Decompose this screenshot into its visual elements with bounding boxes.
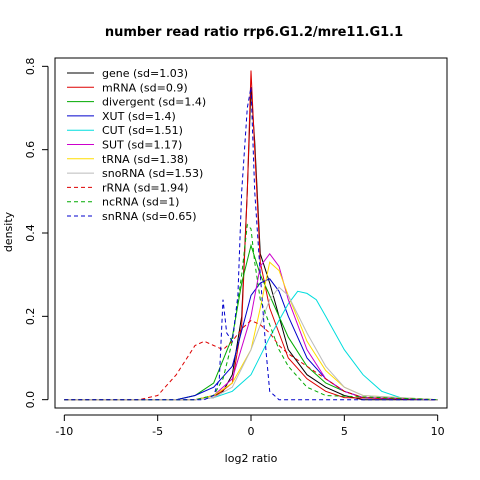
legend-entry: XUT (sd=1.4) [102, 110, 176, 123]
legend-entry: mRNA (sd=0.9) [102, 81, 188, 94]
series-layer [64, 70, 438, 401]
series-line-6 [64, 261, 438, 401]
y-tick-label: 0.8 [24, 58, 37, 76]
series-line-3 [64, 278, 438, 401]
plot-frame [54, 57, 448, 409]
y-tick-label: 0.6 [24, 141, 37, 159]
x-axis: -10 -5 0 5 10 [55, 414, 445, 438]
series-line-8 [64, 319, 438, 401]
legend-entry: divergent (sd=1.4) [102, 96, 206, 109]
y-tick-label: 0.4 [24, 224, 37, 242]
series-line-4 [64, 290, 438, 401]
y-tick-label: 0.2 [24, 308, 37, 326]
legend-entry: snoRNA (sd=1.53) [102, 167, 203, 180]
series-line-1 [64, 70, 438, 401]
y-axis-label: density [2, 211, 15, 252]
x-tick-label: 10 [431, 425, 445, 438]
x-tick-label: 5 [341, 425, 348, 438]
legend: gene (sd=1.03)mRNA (sd=0.9) divergent (sd… [67, 67, 206, 223]
x-tick-label: -5 [152, 425, 163, 438]
chart-title: number read ratio rrp6.G1.2/mre11.G1.1 [105, 25, 403, 40]
legend-entry: snRNA (sd=0.65) [102, 210, 197, 223]
series-line-10 [64, 87, 438, 401]
series-line-2 [64, 243, 438, 401]
series-line-5 [64, 252, 438, 401]
x-tick-label: 0 [248, 425, 255, 438]
legend-entry: CUT (sd=1.51) [102, 124, 183, 137]
legend-entry: gene (sd=1.03) [102, 67, 188, 80]
legend-entry: ncRNA (sd=1) [102, 196, 179, 209]
series-line-9 [64, 223, 438, 401]
y-tick-label: 0.0 [24, 391, 37, 409]
x-tick-label: -10 [55, 425, 73, 438]
series-line-7 [64, 286, 438, 401]
y-axis: 0.0 0.2 0.4 0.6 0.8 [24, 58, 49, 409]
legend-entry: SUT (sd=1.17) [102, 139, 182, 152]
x-axis-label: log2 ratio [225, 452, 278, 465]
legend-entry: tRNA (sd=1.38) [102, 153, 188, 166]
legend-entry: rRNA (sd=1.94) [102, 181, 188, 194]
